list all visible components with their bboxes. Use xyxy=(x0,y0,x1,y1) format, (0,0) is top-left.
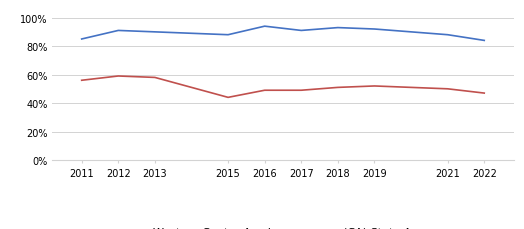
(CA) State Average xyxy=(152,77,158,79)
(CA) State Average xyxy=(79,79,85,82)
(CA) State Average xyxy=(225,97,231,99)
(CA) State Average xyxy=(372,85,378,88)
(CA) State Average xyxy=(115,75,122,78)
(CA) State Average xyxy=(298,90,304,92)
Western Center Academy xyxy=(298,30,304,33)
Western Center Academy xyxy=(372,28,378,31)
(CA) State Average xyxy=(261,90,268,92)
Western Center Academy xyxy=(115,30,122,33)
Western Center Academy xyxy=(335,27,341,30)
(CA) State Average xyxy=(481,92,487,95)
Western Center Academy xyxy=(261,26,268,28)
Western Center Academy xyxy=(152,31,158,34)
Line: Western Center Academy: Western Center Academy xyxy=(82,27,484,41)
Western Center Academy xyxy=(481,40,487,43)
Line: (CA) State Average: (CA) State Average xyxy=(82,77,484,98)
Legend: Western Center Academy, (CA) State Average: Western Center Academy, (CA) State Avera… xyxy=(112,222,454,229)
(CA) State Average xyxy=(444,88,451,91)
(CA) State Average xyxy=(335,87,341,89)
Western Center Academy xyxy=(444,34,451,37)
Western Center Academy xyxy=(225,34,231,37)
Western Center Academy xyxy=(79,38,85,41)
